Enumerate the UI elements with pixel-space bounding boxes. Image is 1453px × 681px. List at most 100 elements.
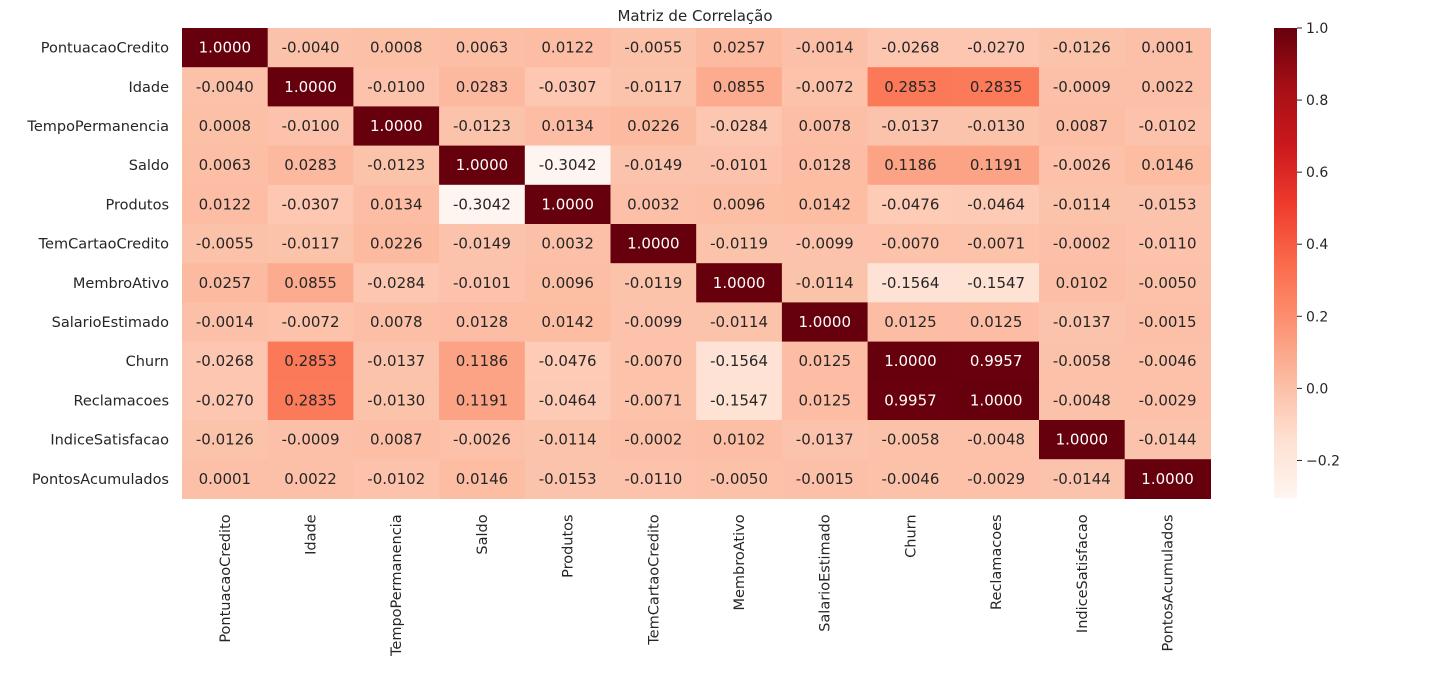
heatmap-cell xyxy=(353,67,440,107)
cell-value-label: 1.0000 xyxy=(541,195,594,213)
cell-value-label: -0.0055 xyxy=(624,39,682,57)
y-tick-label: SalarioEstimado xyxy=(52,315,170,331)
cell-value-label: -0.0268 xyxy=(881,39,939,57)
heatmap-cell xyxy=(867,263,954,303)
heatmap-cell xyxy=(182,380,269,421)
heatmap-cell xyxy=(182,106,269,147)
heatmap-cell xyxy=(610,302,697,343)
heatmap-cell xyxy=(953,28,1040,68)
cell-value-label: -0.0149 xyxy=(453,235,511,253)
cell-value-label: 0.0032 xyxy=(627,195,680,213)
x-axis-labels: PontuacaoCredito Idade TempoPermanencia Sal… xyxy=(218,514,1177,657)
heatmap-cell xyxy=(781,420,869,460)
heatmap-cell xyxy=(867,341,954,382)
cell-value-label: -0.0009 xyxy=(282,431,340,449)
colorbar-tick-label: 0.0 xyxy=(1306,381,1328,397)
heatmap-cell xyxy=(867,67,954,107)
heatmap-cell xyxy=(182,224,269,264)
cell-value-label: 0.0032 xyxy=(541,235,594,253)
cell-value-label: 0.0122 xyxy=(199,195,252,213)
heatmap-cell xyxy=(182,145,269,186)
heatmap-cell xyxy=(439,341,526,382)
heatmap-cell xyxy=(439,420,526,460)
cell-value-label: 1.0000 xyxy=(199,39,252,57)
heatmap-cell xyxy=(610,263,697,303)
cell-value-label: -0.0130 xyxy=(967,117,1025,135)
cell-value-label: -0.0144 xyxy=(1053,470,1111,488)
heatmap-cell xyxy=(953,420,1040,460)
cell-value-label: 0.0283 xyxy=(456,78,509,96)
cell-value-label: 1.0000 xyxy=(370,117,423,135)
heatmap-cell xyxy=(867,420,954,460)
heatmap-cell xyxy=(267,420,354,460)
cell-value-label: 0.0022 xyxy=(1141,78,1194,96)
heatmap-cell xyxy=(353,459,440,499)
cell-value-label: 1.0000 xyxy=(627,235,680,253)
cell-value-label: 0.1186 xyxy=(884,156,937,174)
cell-value-label: -0.0101 xyxy=(710,156,768,174)
cell-value-label: -0.0072 xyxy=(796,78,854,96)
heatmap-cell xyxy=(953,341,1040,382)
cell-value-label: 0.0087 xyxy=(1056,117,1109,135)
cell-value-label: -0.0014 xyxy=(196,313,254,331)
heatmap-cells: 1.0000 -0.0040 0.0008 0.0063 0.0122 -0.0055 0.… xyxy=(182,28,1211,499)
heatmap-cell xyxy=(696,28,783,68)
heatmap-cell xyxy=(781,302,869,343)
heatmap-cell xyxy=(781,145,869,186)
heatmap-cell xyxy=(1124,302,1211,343)
heatmap-cell xyxy=(524,302,612,343)
heatmap-cell xyxy=(182,184,269,225)
cell-value-label: 0.0022 xyxy=(284,470,337,488)
heatmap-cell xyxy=(1039,145,1126,186)
heatmap-cell xyxy=(524,67,612,107)
heatmap-cell xyxy=(1124,106,1211,147)
colorbar: 1.0 0.8 0.6 0.4 0.2 0.0 −0.2 xyxy=(1274,21,1340,498)
cell-value-label: -0.0117 xyxy=(282,235,340,253)
heatmap-cell xyxy=(182,302,269,343)
cell-value-label: -0.0114 xyxy=(1053,195,1111,213)
cell-value-label: -0.0100 xyxy=(282,117,340,135)
heatmap-cell xyxy=(781,106,869,147)
heatmap-cell xyxy=(781,341,869,382)
cell-value-label: -0.0040 xyxy=(282,39,340,57)
heatmap-cell xyxy=(696,106,783,147)
cell-value-label: -0.0071 xyxy=(967,235,1025,253)
x-tick-label: MembroAtivo xyxy=(732,514,748,610)
heatmap-cell xyxy=(1039,106,1126,147)
x-tick-label: IndiceSatisfacao xyxy=(1075,514,1091,633)
cell-value-label: -0.0026 xyxy=(453,431,511,449)
colorbar-tick-label: 1.0 xyxy=(1306,21,1328,37)
heatmap-cell xyxy=(439,145,526,186)
cell-value-label: -0.0048 xyxy=(1053,391,1111,409)
cell-value-label: -0.0114 xyxy=(539,431,597,449)
x-tick-label: Saldo xyxy=(475,514,491,554)
heatmap-cell xyxy=(267,67,354,107)
cell-value-label: 0.0257 xyxy=(713,39,766,57)
x-tick-label: SalarioEstimado xyxy=(818,514,834,632)
cell-value-label: -0.0102 xyxy=(367,470,425,488)
cell-value-label: 0.2853 xyxy=(884,78,937,96)
heatmap-cell xyxy=(1039,341,1126,382)
heatmap-cell xyxy=(610,224,697,264)
y-tick-label: TempoPermanencia xyxy=(26,119,169,135)
cell-value-label: -0.0050 xyxy=(1139,274,1197,292)
heatmap-cell xyxy=(953,302,1040,343)
heatmap-cell xyxy=(867,459,954,499)
heatmap-cell xyxy=(182,263,269,303)
heatmap-cell xyxy=(610,341,697,382)
cell-value-label: -0.0070 xyxy=(881,235,939,253)
heatmap-cell xyxy=(953,184,1040,225)
cell-value-label: -0.0123 xyxy=(367,156,425,174)
colorbar-tick-label: 0.2 xyxy=(1306,309,1328,325)
cell-value-label: -0.0015 xyxy=(1139,313,1197,331)
y-tick-label: Produtos xyxy=(105,197,169,213)
y-tick-label: IndiceSatisfacao xyxy=(50,433,169,449)
heatmap-cell xyxy=(524,263,612,303)
cell-value-label: 1.0000 xyxy=(884,352,937,370)
cell-value-label: 0.0008 xyxy=(199,117,252,135)
heatmap-cell xyxy=(267,341,354,382)
y-tick-label: PontuacaoCredito xyxy=(41,41,169,57)
x-tick-label: Reclamacoes xyxy=(989,514,1005,610)
cell-value-label: 0.1191 xyxy=(970,156,1023,174)
heatmap-cell xyxy=(524,224,612,264)
